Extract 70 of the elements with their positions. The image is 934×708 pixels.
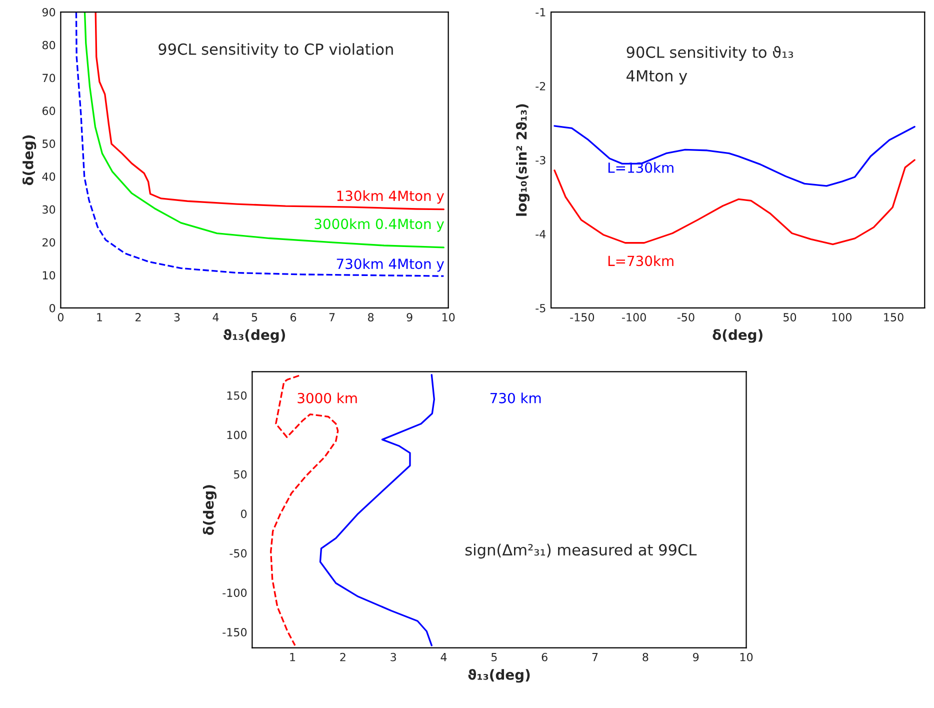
- y-tick-label: 90: [42, 8, 56, 16]
- x-tick-label: 2: [136, 313, 141, 322]
- x-tick-label: 9: [693, 652, 699, 662]
- y-tick-label: 60: [42, 106, 56, 116]
- series-label: 730km 4Mton y: [336, 258, 444, 272]
- y-tick-label: 150: [227, 391, 247, 400]
- series-label: L=730km: [608, 255, 674, 266]
- x-tick-label: 50: [784, 313, 796, 322]
- x-tick-label: -100: [622, 313, 646, 322]
- y-tick-label: -1: [536, 8, 546, 16]
- x-tick-label: 3: [174, 313, 180, 322]
- y-tick-label: 0: [240, 510, 247, 518]
- y-tick-label: -4: [536, 230, 546, 238]
- y-tick-label: -3: [536, 156, 546, 164]
- line-series: [554, 159, 916, 246]
- x-tick-label: 6: [542, 652, 548, 662]
- y-tick-label: 30: [42, 205, 56, 214]
- x-tick-label: 7: [592, 653, 598, 662]
- line-series: [270, 374, 339, 646]
- y-tick-label: 100: [227, 430, 247, 440]
- line-series: [94, 12, 445, 210]
- x-tick-label: 150: [884, 313, 904, 322]
- x-tick-label: 10: [442, 313, 455, 322]
- y-tick-label: 80: [42, 40, 56, 50]
- y-axis-title: log₁₀(sin² 2ϑ₁₃): [516, 104, 530, 216]
- x-axis-title: ϑ₁₃(deg): [224, 329, 285, 343]
- series-label: 3000 km: [298, 392, 357, 404]
- series-label: 130km 4Mton y: [337, 190, 444, 204]
- x-axis-title: δ(deg): [712, 329, 762, 343]
- y-axis-title: δ(deg): [202, 485, 217, 535]
- y-tick-label: -50: [230, 549, 247, 558]
- annotation: 90CL sensitivity to ϑ₁₃: [626, 46, 794, 61]
- y-tick-label: 0: [50, 304, 56, 312]
- text: 730 km: [490, 392, 541, 404]
- x-tick-label: 5: [492, 653, 497, 662]
- y-tick-label: 40: [42, 172, 56, 181]
- x-tick-label: 10: [740, 652, 753, 662]
- x-tick-label: 4: [212, 313, 219, 322]
- y-tick-label: 70: [42, 74, 56, 82]
- x-tick-label: 100: [832, 313, 852, 322]
- x-tick-label: 0: [735, 313, 741, 322]
- x-tick-label: 6: [290, 313, 296, 322]
- annotation: 4Mton y: [626, 70, 688, 85]
- y-tick-label: 10: [42, 271, 56, 280]
- y-tick-label: -5: [536, 304, 546, 312]
- x-tick-label: 1: [290, 653, 296, 662]
- y-tick-label: -100: [222, 588, 247, 597]
- x-tick-label: 8: [642, 652, 648, 662]
- x-tick-label: 9: [406, 313, 412, 322]
- y-axis-title: δ(deg): [22, 135, 36, 186]
- x-axis-title: ϑ₁₃(deg): [468, 669, 530, 683]
- x-tick-label: 0: [58, 313, 64, 322]
- annotation: sign(Δm²₃₁) measured at 99CL: [465, 544, 697, 559]
- x-tick-label: 2: [340, 652, 346, 662]
- x-tick-label: 7: [329, 313, 335, 322]
- x-tick-label: 5: [252, 313, 258, 322]
- x-tick-label: -150: [570, 313, 594, 322]
- y-tick-label: 50: [42, 140, 56, 148]
- x-tick-label: 4: [440, 653, 447, 662]
- x-tick-label: -50: [677, 313, 694, 322]
- y-tick-label: -150: [222, 628, 247, 636]
- line-series: [554, 125, 916, 187]
- annotation: 99CL sensitivity to CP violation: [158, 43, 393, 58]
- x-tick-label: 8: [368, 313, 374, 322]
- y-tick-label: 50: [234, 470, 247, 479]
- y-tick-label: -2: [536, 82, 546, 90]
- x-tick-label: 1: [97, 313, 102, 322]
- series-label: 3000km 0.4Mton y: [314, 218, 444, 232]
- x-tick-label: 3: [390, 652, 396, 662]
- y-tick-label: 20: [42, 238, 56, 247]
